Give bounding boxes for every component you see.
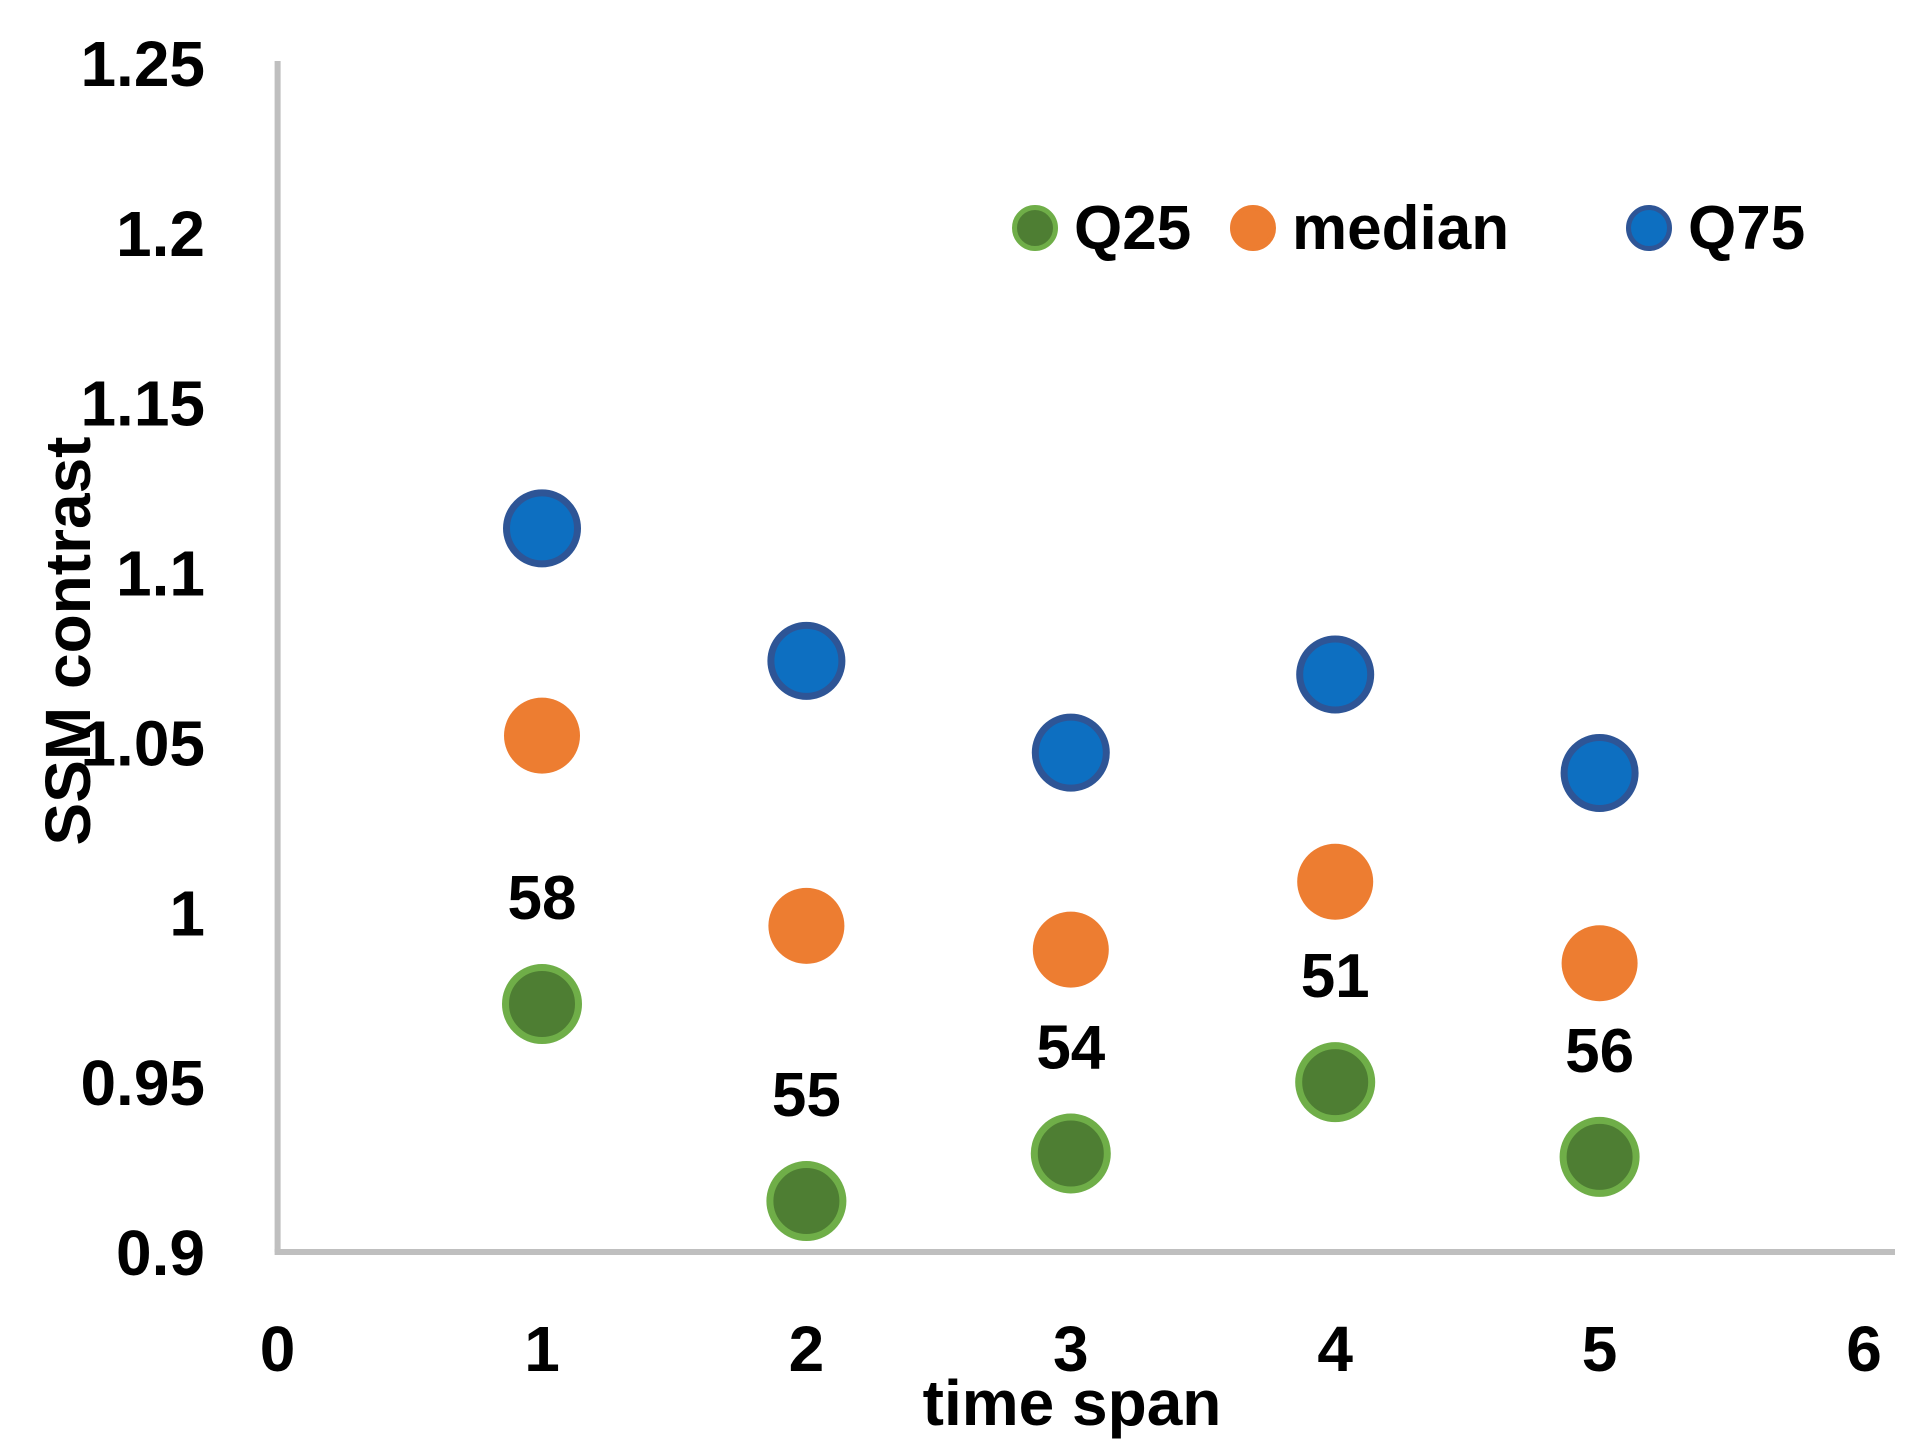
point-count-label: 56	[1565, 1017, 1634, 1086]
data-point-median	[1032, 911, 1109, 988]
data-point-q75	[1031, 713, 1110, 792]
data-point-q75	[1296, 635, 1375, 714]
data-point-q25	[1030, 1113, 1111, 1194]
point-count-label: 54	[1036, 1013, 1105, 1082]
data-point-median	[1561, 925, 1638, 1002]
point-count-label: 58	[508, 864, 577, 933]
x-axis-title: time span	[922, 1367, 1222, 1439]
x-tick-label: 4	[1317, 1313, 1353, 1385]
data-point-q75	[1560, 734, 1639, 813]
y-tick-label: 1.2	[116, 198, 205, 270]
y-tick-label: 1.15	[80, 368, 205, 440]
x-tick-label: 6	[1846, 1313, 1882, 1385]
data-point-q75	[503, 489, 581, 568]
x-tick-label: 3	[1053, 1313, 1089, 1385]
data-point-q75	[767, 621, 846, 700]
y-axis-title: SSM contrast	[32, 436, 104, 846]
data-point-q25	[1559, 1116, 1640, 1197]
legend-label-median: median	[1292, 193, 1510, 263]
x-tick-label: 5	[1582, 1313, 1618, 1385]
legend-item-q25: Q25	[1012, 192, 1191, 264]
x-tick-label: 2	[789, 1313, 825, 1385]
data-point-median	[1297, 843, 1374, 920]
y-tick-label: 1.05	[80, 707, 205, 779]
q75-legend-marker-icon	[1626, 205, 1672, 251]
data-point-q25	[766, 1161, 847, 1242]
data-point-q25	[1295, 1042, 1376, 1123]
y-tick-label: 0.95	[80, 1047, 205, 1119]
x-tick-label: 1	[524, 1313, 560, 1385]
y-tick-label: 1.1	[116, 538, 205, 610]
legend-label-q75: Q75	[1688, 193, 1806, 263]
median-legend-marker-icon	[1230, 205, 1276, 251]
q25-legend-marker-icon	[1012, 205, 1058, 251]
data-point-q25	[502, 964, 582, 1045]
legend-item-q75: Q75	[1626, 192, 1805, 264]
data-point-median	[504, 697, 580, 774]
point-count-label: 55	[772, 1061, 841, 1130]
y-tick-label: 1.25	[80, 28, 205, 100]
legend-label-q25: Q25	[1074, 193, 1192, 263]
point-count-label: 51	[1301, 942, 1370, 1011]
y-tick-label: 0.9	[116, 1217, 205, 1289]
x-tick-label: 0	[260, 1313, 296, 1385]
data-point-median	[768, 887, 845, 964]
legend-item-median: median	[1230, 192, 1509, 264]
y-tick-label: 1	[169, 877, 205, 949]
